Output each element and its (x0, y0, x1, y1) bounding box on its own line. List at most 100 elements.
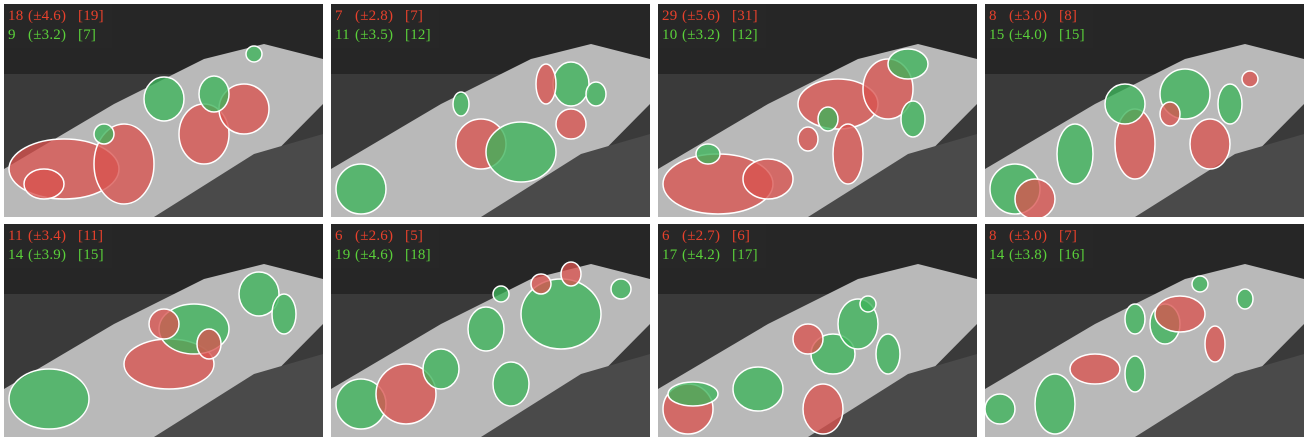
frame-panel-2: 7 (±2.8) [7] 11 (±3.5) [12] (331, 4, 650, 217)
green-count: 14 (8, 247, 24, 263)
red-crowd-region (93, 123, 155, 205)
red-std: (±3.4) (28, 228, 67, 244)
green-crowd-region (1124, 303, 1146, 335)
red-std: (±2.6) (355, 228, 394, 244)
green-crowd-region (1056, 123, 1094, 185)
red-count-line: 6 (±2.6) [5] (335, 228, 423, 245)
green-count-line: 14 (±3.9) [15] (8, 247, 104, 264)
green-crowd-region (492, 361, 530, 407)
red-ground-truth: [8] (1059, 8, 1078, 24)
green-std: (±4.0) (1009, 27, 1048, 43)
green-crowd-region (667, 381, 719, 407)
green-crowd-region (1104, 83, 1146, 125)
green-crowd-region (1034, 373, 1076, 435)
green-crowd-region (335, 163, 387, 215)
grass-patch (1135, 354, 1304, 437)
green-crowd-region (238, 271, 280, 317)
frame-panel-1: 18 (±4.6) [19] 9 (±3.2) [7] (4, 4, 323, 217)
green-crowd-region (900, 100, 926, 138)
red-std: (±2.7) (682, 228, 721, 244)
red-count: 18 (8, 8, 24, 24)
red-count: 8 (989, 228, 997, 244)
green-crowd-region (1124, 355, 1146, 393)
frame-panel-4: 8 (±3.0) [8] 15 (±4.0) [15] (985, 4, 1304, 217)
red-crowd-region (802, 383, 844, 435)
green-crowd-region (985, 393, 1016, 425)
green-crowd-region (887, 48, 929, 80)
green-crowd-region (552, 61, 590, 107)
count-overlay: 11 (±3.4) [11] 14 (±3.9) [15] (4, 224, 112, 268)
green-crowd-region (859, 295, 877, 313)
green-count: 17 (662, 247, 678, 263)
red-count-line: 8 (±3.0) [8] (989, 8, 1077, 25)
green-crowd-region (1191, 275, 1209, 293)
green-ground-truth: [15] (1059, 27, 1085, 43)
crowd-scene-image (985, 4, 1304, 217)
green-crowd-region (817, 106, 839, 132)
red-count: 8 (989, 8, 997, 24)
red-count-line: 6 (±2.7) [6] (662, 228, 750, 245)
red-ground-truth: [31] (732, 8, 758, 24)
green-count-line: 19 (±4.6) [18] (335, 247, 431, 264)
red-ground-truth: [6] (732, 228, 751, 244)
green-crowd-region (732, 366, 784, 412)
red-count: 7 (335, 8, 343, 24)
red-crowd-region (832, 123, 864, 185)
grass-patch (1135, 134, 1304, 217)
red-crowd-region (1189, 118, 1231, 170)
grass-patch (154, 354, 323, 437)
green-crowd-region (452, 91, 470, 117)
red-crowd-region (535, 63, 557, 105)
green-ground-truth: [18] (405, 247, 431, 263)
crowd-scene-image (658, 4, 977, 217)
green-count-line: 17 (±4.2) [17] (662, 247, 758, 264)
green-crowd-region (520, 278, 602, 350)
grass-patch (481, 134, 650, 217)
red-crowd-region (560, 261, 582, 287)
green-count-line: 9 (±3.2) [7] (8, 27, 96, 44)
red-crowd-region (23, 168, 65, 200)
green-crowd-region (875, 333, 901, 375)
green-crowd-region (8, 368, 90, 430)
green-std: (±3.8) (1009, 247, 1048, 263)
red-crowd-region (1159, 101, 1181, 127)
green-count: 11 (335, 27, 350, 43)
red-crowd-region (1014, 178, 1056, 217)
red-count: 6 (335, 228, 343, 244)
green-count: 19 (335, 247, 351, 263)
red-count: 11 (8, 228, 23, 244)
green-count-line: 10 (±3.2) [12] (662, 27, 758, 44)
green-count-line: 15 (±4.0) [15] (989, 27, 1085, 44)
red-ground-truth: [5] (405, 228, 424, 244)
red-count-line: 29 (±5.6) [31] (662, 8, 758, 25)
green-std: (±4.6) (355, 247, 394, 263)
red-crowd-region (792, 323, 824, 355)
count-overlay: 8 (±3.0) [7] 14 (±3.8) [16] (985, 224, 1093, 268)
red-count: 29 (662, 8, 678, 24)
red-crowd-region (742, 158, 794, 200)
green-crowd-region (271, 293, 297, 335)
red-std: (±4.6) (28, 8, 67, 24)
green-crowd-region (1217, 83, 1243, 125)
green-crowd-region (610, 278, 632, 300)
green-std: (±3.2) (28, 27, 67, 43)
green-count: 15 (989, 27, 1005, 43)
red-crowd-region (1204, 325, 1226, 363)
red-count-line: 11 (±3.4) [11] (8, 228, 103, 245)
count-overlay: 18 (±4.6) [19] 9 (±3.2) [7] (4, 4, 112, 48)
grass-patch (808, 354, 977, 437)
frame-panel-5: 11 (±3.4) [11] 14 (±3.9) [15] (4, 224, 323, 437)
green-std: (±3.9) (28, 247, 67, 263)
frame-panel-7: 6 (±2.7) [6] 17 (±4.2) [17] (658, 224, 977, 437)
green-crowd-region (492, 285, 510, 303)
red-ground-truth: [11] (78, 228, 104, 244)
frame-panel-3: 29 (±5.6) [31] 10 (±3.2) [12] (658, 4, 977, 217)
green-crowd-region (695, 143, 721, 165)
grass-patch (154, 134, 323, 217)
green-crowd-region (467, 306, 505, 352)
red-ground-truth: [7] (405, 8, 424, 24)
count-overlay: 8 (±3.0) [8] 15 (±4.0) [15] (985, 4, 1093, 48)
count-overlay: 29 (±5.6) [31] 10 (±3.2) [12] (658, 4, 766, 48)
green-count-line: 11 (±3.5) [12] (335, 27, 431, 44)
grass-patch (808, 134, 977, 217)
